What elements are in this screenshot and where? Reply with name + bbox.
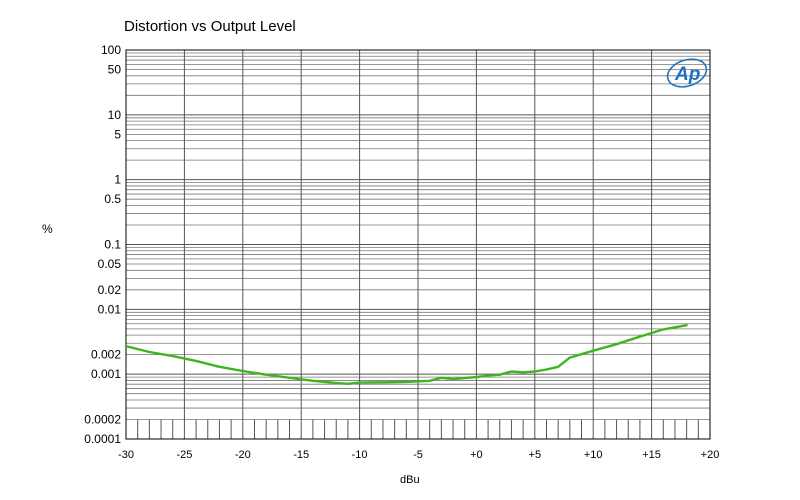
x-tick-label: -20 [235,449,251,461]
y-tick-label: 0.5 [104,192,121,206]
x-tick-label: +0 [470,449,483,461]
ap-logo: Ap [666,58,708,88]
ap-logo-ring [666,58,708,88]
plot-frame [125,49,711,440]
series-lines [124,324,688,385]
ap-logo-text: Ap [674,64,700,85]
y-tick-label: 0.001 [91,367,121,381]
chart-title: Distortion vs Output Level [124,18,296,35]
y-axis-label: % [42,222,53,236]
x-tick-label: +15 [642,449,661,461]
x-tick-label: -30 [118,449,134,461]
x-tick-label: -15 [293,449,309,461]
x-tick-label: -5 [413,449,423,461]
x-tick-labels: -30 -25 -20 -15 -10 -5 +0 +5 +10 +15 +20 [118,449,719,461]
y-tick-label: 0.0002 [84,412,121,426]
y-tick-label: 0.01 [98,302,122,316]
x-tick-label: +20 [701,449,720,461]
y-tick-label: 10 [108,108,122,122]
x-tick-label: +5 [529,449,542,461]
y-tick-label: 0.1 [104,238,121,252]
x-tick-label: -10 [352,449,368,461]
y-tick-labels: 100 50 10 5 1 0.5 0.1 0.05 0.02 0.01 0.002 0.001 0.0… [84,43,121,446]
y-tick-label: 1 [114,173,121,187]
y-tick-label: 50 [108,63,122,77]
y-tick-label: 0.002 [91,348,121,362]
bottom-minor-ticks [137,419,699,439]
x-tick-label: -25 [176,449,192,461]
y-tick-label: 0.02 [98,283,122,297]
x-axis-label: dBu [400,474,420,486]
series-line [124,324,688,385]
y-tick-label: 100 [101,43,121,57]
y-tick-label: 5 [114,127,121,141]
y-tick-label: 0.0001 [84,432,121,446]
y-tick-label: 0.05 [98,257,122,271]
x-tick-label: +10 [584,449,603,461]
